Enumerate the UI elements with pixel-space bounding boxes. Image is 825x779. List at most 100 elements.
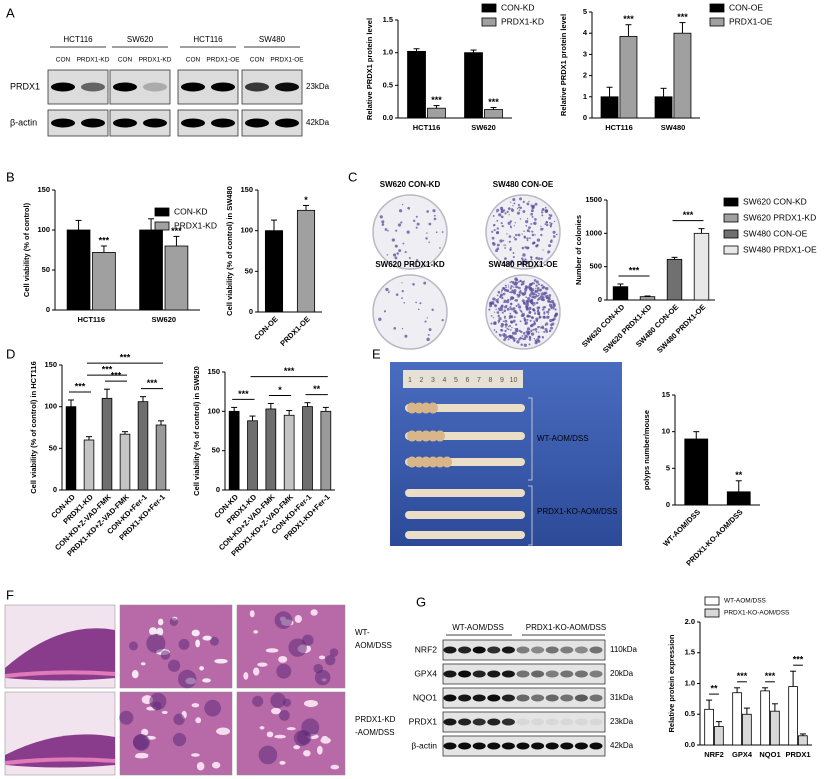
crypt: [156, 627, 164, 636]
crypt: [266, 731, 274, 738]
colony: [548, 296, 551, 299]
crypt: [265, 648, 279, 653]
colony: [533, 295, 537, 299]
panel-letter: A: [6, 5, 15, 20]
colony: [542, 249, 544, 251]
colony: [503, 315, 507, 318]
colony: [534, 218, 537, 221]
blot-panel: [442, 639, 606, 661]
colony: [512, 286, 515, 288]
blot-band: [487, 646, 501, 654]
colony: [508, 314, 512, 319]
colony: [387, 291, 390, 294]
colony: [530, 332, 535, 336]
crypt: [271, 707, 281, 715]
colony: [525, 305, 528, 309]
colony: [514, 327, 516, 330]
blot-band: [501, 694, 515, 702]
colony: [504, 212, 507, 215]
colony: [424, 320, 427, 323]
colony: [529, 308, 532, 310]
colony: [511, 331, 515, 335]
colony: [526, 239, 529, 242]
legend-swatch: [481, 3, 497, 13]
blot-band: [51, 82, 75, 92]
significance: **: [735, 470, 743, 480]
colony: [510, 307, 513, 311]
colony: [415, 258, 419, 262]
blot-band: [501, 742, 515, 750]
blot-band: [81, 118, 105, 128]
colony: [509, 306, 512, 309]
legend-swatch: [723, 229, 739, 239]
blot-band: [589, 646, 603, 654]
significance: ***: [120, 353, 131, 363]
colony: [540, 233, 543, 237]
colony: [519, 218, 522, 220]
colony: [542, 306, 545, 309]
colony: [522, 332, 526, 335]
colony: [538, 313, 541, 316]
colony: [499, 307, 501, 309]
colony: [500, 209, 504, 214]
tumor: [407, 456, 417, 468]
legend-label: PRDX1-OE: [729, 16, 773, 26]
colony: [524, 258, 527, 261]
legend-swatch: [723, 213, 739, 223]
colony: [534, 202, 538, 206]
colony: [547, 313, 549, 315]
lane-label: PRDX1-KD: [77, 57, 110, 64]
colony: [525, 296, 527, 299]
colony: [514, 312, 517, 314]
legend-label: CON-KD: [174, 206, 208, 216]
colony: [388, 290, 390, 292]
colony: [433, 214, 436, 217]
colony: [495, 308, 497, 311]
blot-band: [531, 694, 545, 702]
muscle: [4, 670, 116, 678]
tumor: [442, 456, 452, 468]
blot-band: [574, 694, 588, 702]
colony: [502, 320, 505, 323]
colony: [427, 334, 430, 336]
colony: [398, 249, 402, 253]
colony: [507, 221, 511, 225]
nuclei-cluster: [325, 654, 336, 666]
blot-band: [472, 646, 486, 654]
colony: [522, 200, 525, 204]
significance: **: [313, 384, 321, 394]
colony: [488, 308, 491, 311]
y-axis-label: Number of colonies: [574, 215, 583, 285]
nuclei-cluster: [314, 669, 331, 686]
y-tick-label: 1.0: [383, 48, 393, 57]
legend-swatch: [709, 3, 725, 13]
colony: [511, 326, 513, 329]
nuclei-cluster: [258, 745, 278, 765]
colony: [417, 308, 420, 311]
colony: [496, 311, 500, 314]
colony: [492, 241, 495, 245]
y-tick-label: 50: [212, 446, 220, 455]
colony: [554, 308, 557, 311]
colony: [507, 328, 510, 331]
colony: [542, 285, 546, 289]
colony: [535, 287, 537, 290]
colony: [504, 336, 508, 340]
y-tick-label: 3: [583, 49, 587, 58]
colony: [521, 246, 525, 250]
bar: [484, 109, 503, 119]
colony: [387, 229, 389, 232]
y-axis-label: Relative PRDX1 protein level: [365, 18, 374, 120]
colony: [519, 206, 522, 209]
blot-band: [545, 742, 559, 750]
colony: [530, 222, 533, 225]
colony: [381, 223, 385, 226]
crypt: [243, 672, 249, 680]
colony: [512, 198, 516, 202]
y-tick-label: 0.5: [685, 709, 695, 718]
legend-label: SW480 CON-OE: [743, 228, 808, 238]
tumor: [435, 456, 445, 468]
blot-band: [574, 670, 588, 678]
crypt: [191, 753, 200, 757]
